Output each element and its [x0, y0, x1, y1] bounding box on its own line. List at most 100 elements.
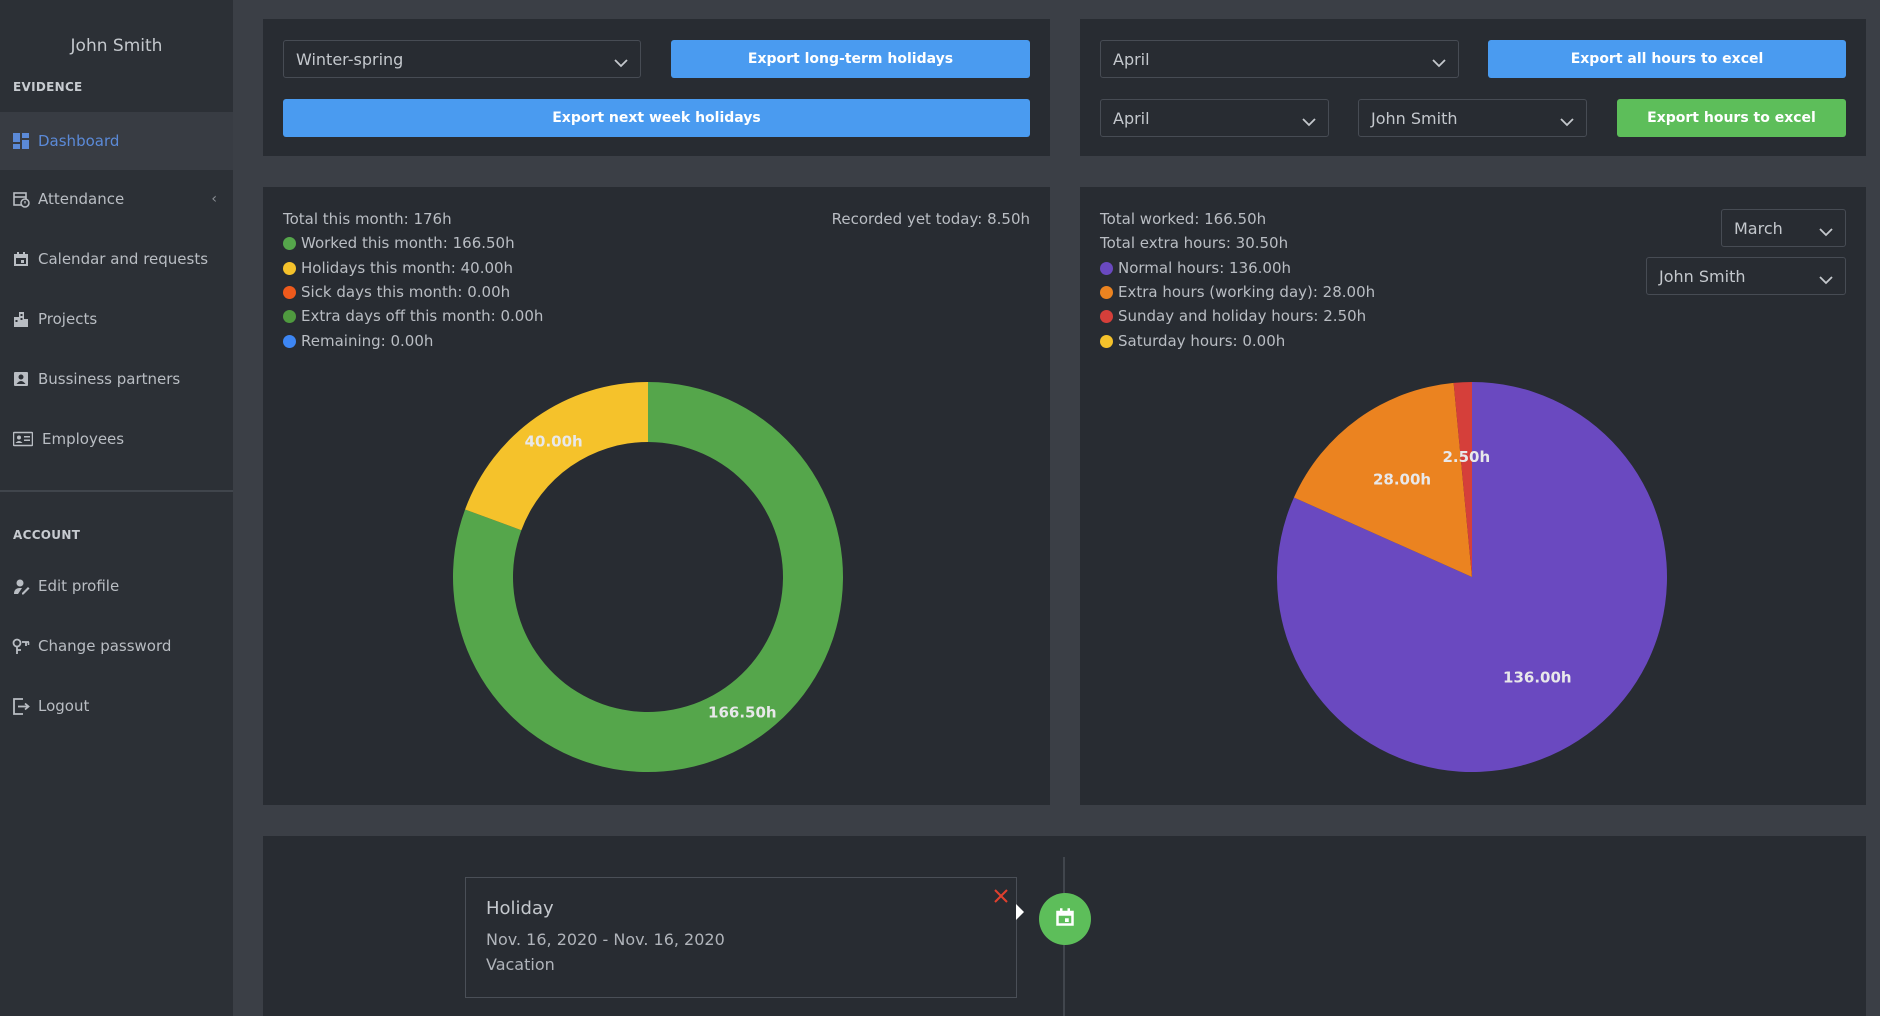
timeline-event-card: Holiday Nov. 16, 2020 - Nov. 16, 2020 Va… — [465, 877, 1017, 998]
select-value: John Smith — [1371, 108, 1458, 128]
total-extra-hours: Total extra hours: 30.50h — [1100, 234, 1289, 252]
chart-data-label: 166.50h — [708, 703, 777, 721]
legend-dot — [1100, 309, 1113, 323]
legend-dot — [283, 236, 296, 250]
export-long-term-holidays-button[interactable]: Export long-term holidays — [671, 40, 1030, 78]
chart-data-label: 2.50h — [1442, 448, 1490, 466]
hours-export-panel: April Export all hours to excel April Jo… — [1080, 19, 1866, 156]
legend-label: Remaining: 0.00h — [301, 332, 434, 350]
legend-item: Sunday and holiday hours: 2.50h — [1100, 307, 1366, 325]
sidebar-item-label: Bussiness partners — [38, 370, 181, 388]
export-hours-button[interactable]: Export hours to excel — [1617, 99, 1846, 137]
legend-item: Normal hours: 136.00h — [1100, 259, 1291, 277]
chart-slice-holidays — [465, 382, 648, 531]
total-this-month: Total this month: 176h — [283, 210, 452, 228]
sidebar-item-edit-profile[interactable]: Edit profile — [0, 557, 233, 615]
legend-label: Sunday and holiday hours: 2.50h — [1118, 307, 1367, 325]
sidebar-divider — [0, 490, 233, 492]
legend-label: Holidays this month: 40.00h — [301, 259, 514, 277]
employees-icon — [12, 430, 34, 448]
chevron-down-icon — [1560, 112, 1574, 131]
calendar-icon — [12, 250, 30, 268]
legend-item: Worked this month: 166.50h — [283, 234, 515, 252]
sidebar-item-change-password[interactable]: Change password — [0, 617, 233, 675]
event-type: Vacation — [486, 955, 555, 974]
projects-icon — [12, 310, 30, 328]
timeline-pointer-arrow — [1016, 904, 1024, 920]
legend-label: Saturday hours: 0.00h — [1118, 332, 1286, 350]
section-title-account: ACCOUNT — [13, 528, 81, 542]
month-donut-chart: 166.50h 40.00h — [453, 382, 843, 772]
legend-item: Sick days this month: 0.00h — [283, 283, 510, 301]
select-value: Winter-spring — [296, 49, 404, 69]
legend-dot — [1100, 285, 1113, 299]
legend-dot — [283, 334, 296, 348]
sidebar-item-label: Dashboard — [38, 132, 120, 150]
chevron-down-icon — [1432, 53, 1446, 72]
chart-data-label: 28.00h — [1373, 471, 1431, 489]
sidebar-item-projects[interactable]: Projects — [0, 290, 233, 348]
select-value: John Smith — [1659, 266, 1746, 286]
month-summary-panel: Total this month: 176h Recorded yet toda… — [263, 187, 1050, 805]
edit-profile-icon — [12, 577, 30, 595]
sidebar-item-label: Projects — [38, 310, 98, 328]
key-icon — [12, 637, 30, 655]
hours-summary-panel: Total worked: 166.50h Total extra hours:… — [1080, 187, 1866, 805]
legend-label: Sick days this month: 0.00h — [301, 283, 511, 301]
event-dates: Nov. 16, 2020 - Nov. 16, 2020 — [486, 930, 725, 949]
sidebar-item-dashboard[interactable]: Dashboard — [0, 112, 233, 170]
select-value: April — [1113, 49, 1150, 69]
chart-slice-sunday-and-holiday-hours — [1453, 382, 1472, 577]
legend-dot — [283, 285, 296, 299]
attendance-icon — [12, 190, 30, 208]
chart-slice-extra-hours-working-day- — [1293, 382, 1472, 577]
sidebar-item-attendance[interactable]: Attendance ‹ — [0, 170, 233, 228]
sidebar-item-employees[interactable]: Employees — [0, 410, 233, 468]
legend-label: Worked this month: 166.50h — [301, 234, 515, 252]
legend-item: Remaining: 0.00h — [283, 332, 433, 350]
chevron-down-icon — [614, 53, 628, 72]
sidebar-item-partners[interactable]: Bussiness partners — [0, 350, 233, 408]
all-hours-month-select[interactable]: April — [1100, 40, 1459, 78]
legend-dot — [283, 261, 296, 275]
timeline-event-bubble[interactable] — [1039, 893, 1091, 945]
chart-slice-worked — [453, 382, 843, 772]
select-value: April — [1113, 108, 1150, 128]
hours-employee-select[interactable]: John Smith — [1358, 99, 1587, 137]
export-all-hours-button[interactable]: Export all hours to excel — [1488, 40, 1846, 78]
sidebar-item-calendar[interactable]: Calendar and requests — [0, 230, 233, 288]
hours-month-select[interactable]: April — [1100, 99, 1329, 137]
legend-item: Saturday hours: 0.00h — [1100, 332, 1285, 350]
sidebar-user-name: John Smith — [70, 36, 163, 56]
legend-item: Extra hours (working day): 28.00h — [1100, 283, 1375, 301]
summary-month-select[interactable]: March — [1721, 209, 1846, 247]
legend-item: Extra days off this month: 0.00h — [283, 307, 543, 325]
chevron-down-icon — [1819, 270, 1833, 289]
sidebar-item-label: Edit profile — [38, 577, 120, 595]
sidebar-item-label: Logout — [38, 697, 90, 715]
holidays-export-panel: Winter-spring Export long-term holidays … — [263, 19, 1050, 156]
sidebar-item-logout[interactable]: Logout — [0, 677, 233, 735]
logout-icon — [12, 697, 30, 715]
calendar-icon — [1055, 907, 1075, 931]
summary-employee-select[interactable]: John Smith — [1646, 257, 1846, 295]
export-next-week-holidays-button[interactable]: Export next week holidays — [283, 99, 1030, 137]
chevron-down-icon — [1819, 222, 1833, 241]
legend-dot — [283, 309, 296, 323]
holiday-period-select[interactable]: Winter-spring — [283, 40, 641, 78]
hours-pie-chart: 136.00h 28.00h 2.50h — [1277, 382, 1667, 772]
sidebar-item-label: Change password — [38, 637, 172, 655]
close-icon[interactable] — [994, 884, 1008, 908]
chevron-left-icon: ‹ — [211, 191, 217, 207]
select-value: March — [1734, 218, 1783, 238]
chevron-down-icon — [1302, 112, 1316, 131]
sidebar: John Smith EVIDENCE Dashboard Attendance… — [0, 0, 233, 1016]
legend-label: Extra hours (working day): 28.00h — [1118, 283, 1376, 301]
section-title-evidence: EVIDENCE — [13, 80, 83, 94]
legend-dot — [1100, 334, 1113, 348]
chart-data-label: 136.00h — [1503, 669, 1572, 687]
sidebar-item-label: Employees — [42, 430, 125, 448]
legend-dot — [1100, 261, 1113, 275]
recorded-today: Recorded yet today: 8.50h — [831, 210, 1030, 228]
partners-icon — [12, 370, 30, 388]
